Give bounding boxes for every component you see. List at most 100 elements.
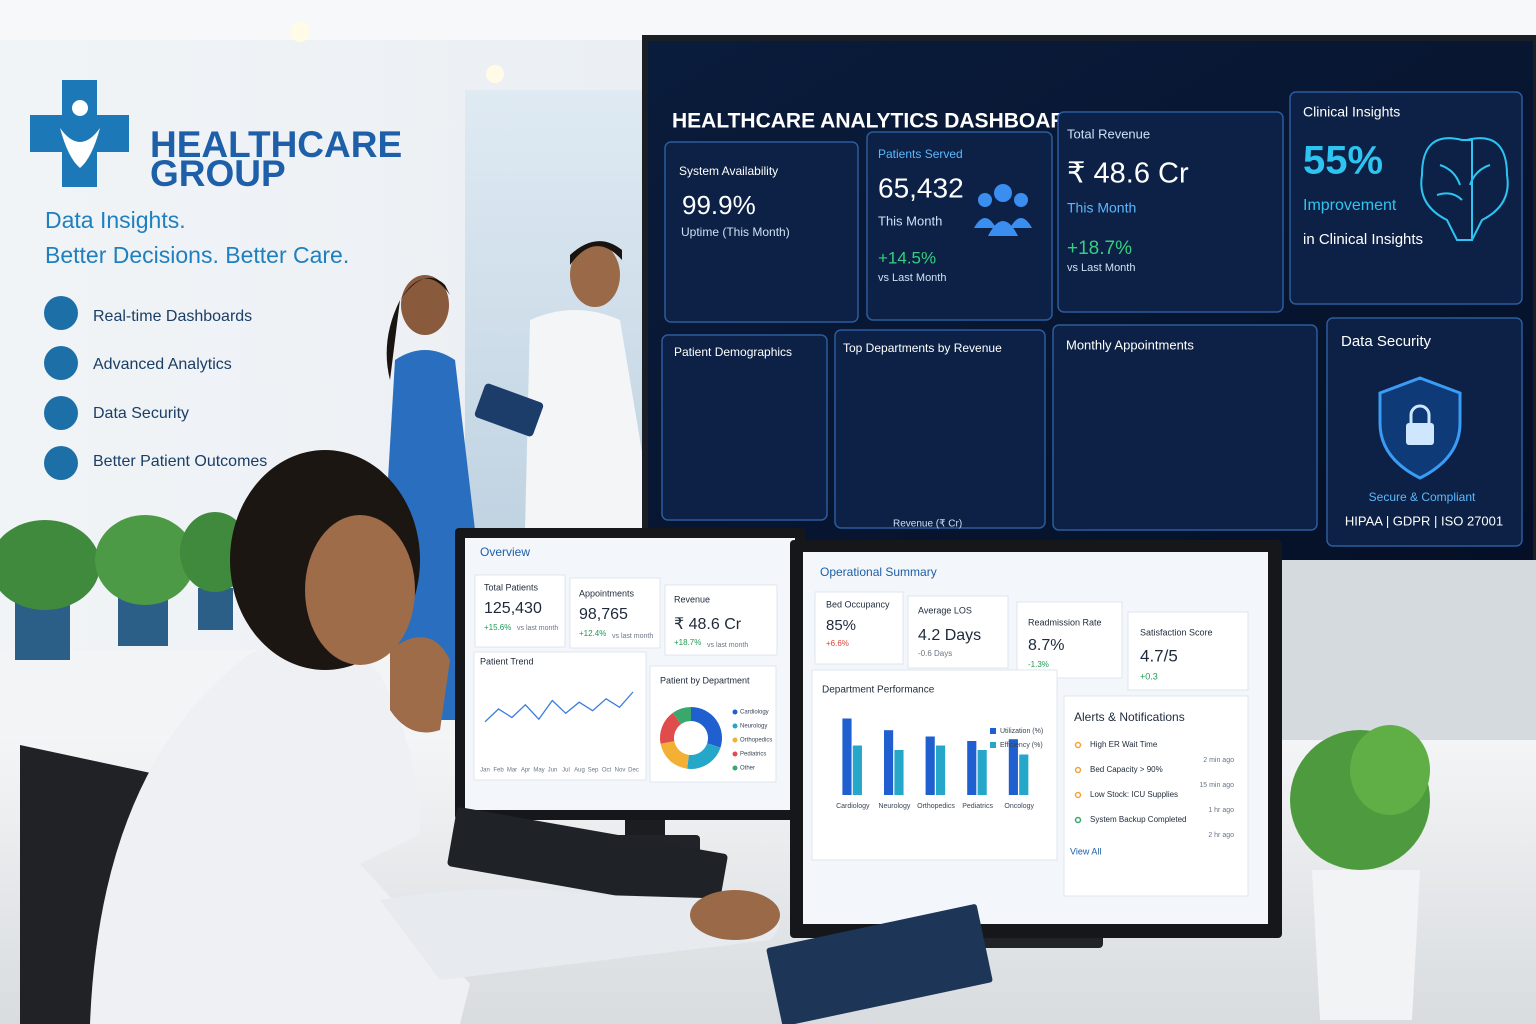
panel-title: Department Performance xyxy=(822,685,935,696)
kpi-value: 125,430 xyxy=(484,600,542,617)
kpi-caption: This Month xyxy=(878,213,942,228)
overview-dashboard: Overview Total Patients 125,430 +15.6% v… xyxy=(473,545,778,783)
kpi-caption: This Month xyxy=(1067,200,1136,216)
operational-dashboard: Operational Summary Bed Occupancy 85% +6… xyxy=(811,565,1249,897)
tagline: Data Insights. xyxy=(45,207,186,233)
brand-name: HEALTHCARE xyxy=(150,124,402,165)
trend-line xyxy=(484,691,634,723)
bar xyxy=(967,741,977,795)
kpi-change: -1.3% xyxy=(1028,660,1049,669)
kpi-change: -0.6 Days xyxy=(918,649,952,658)
kpi-value: 85% xyxy=(826,617,856,634)
bar xyxy=(1008,739,1018,795)
logo xyxy=(30,80,129,187)
x-tick-label: Oncology xyxy=(1004,803,1034,810)
legend-label: Other xyxy=(740,766,755,772)
cabinet xyxy=(1280,560,1536,740)
panel-title: Data Security xyxy=(1341,333,1432,350)
seated-analyst xyxy=(20,450,780,1024)
panel xyxy=(1052,324,1318,531)
kpi-label: Bed Occupancy xyxy=(826,599,890,609)
feature: Real-time Dashboards xyxy=(93,308,252,325)
kpi-value: 98,765 xyxy=(579,606,628,623)
x-tick-label: Dec xyxy=(628,768,639,774)
view-all-link[interactable]: View All xyxy=(1070,846,1101,856)
people-icon xyxy=(974,184,1032,236)
kpi-label: System Availability xyxy=(679,164,778,178)
alert-dot xyxy=(1074,816,1082,824)
panel-title: Patient Demographics xyxy=(674,345,792,359)
kpi-label: Total Patients xyxy=(484,582,539,592)
x-tick-label: Jul xyxy=(562,768,570,774)
legend-dot xyxy=(732,723,738,729)
kpi-value: 4.2 Days xyxy=(918,627,981,644)
kpi-comparison: vs last month xyxy=(707,642,748,649)
shield-icon xyxy=(1378,376,1462,480)
bar xyxy=(1019,754,1029,795)
kpi-value: 99.9% xyxy=(682,190,756,220)
kpi-label: Readmission Rate xyxy=(1028,617,1102,627)
x-tick-label: Neurology xyxy=(878,803,910,810)
chart-card xyxy=(473,651,647,781)
donut-segment xyxy=(672,707,691,725)
kpi-label: Clinical Insights xyxy=(1303,104,1400,120)
brain-icon xyxy=(1420,137,1509,241)
bar xyxy=(936,745,946,795)
alert-text[interactable]: Low Stock: ICU Supplies xyxy=(1090,790,1178,799)
donut-segment xyxy=(660,712,682,744)
kpi-change: +6.6% xyxy=(826,639,849,648)
legend-label: Efficiency (%) xyxy=(1000,742,1043,749)
dashboard-title: HEALTHCARE ANALYTICS DASHBOARD xyxy=(672,110,1081,133)
kpi-change: +18.7% xyxy=(1067,238,1132,259)
panel xyxy=(866,131,1053,321)
x-tick-label: Oct xyxy=(602,768,612,774)
alert-text[interactable]: System Backup Completed xyxy=(1090,815,1187,824)
alert-dot xyxy=(1074,791,1082,799)
alert-text[interactable]: Bed Capacity > 90% xyxy=(1090,765,1163,774)
donut-segment xyxy=(660,741,689,769)
wall-dashboard: HEALTHCARE ANALYTICS DASHBOARD System Av… xyxy=(661,91,1523,547)
x-tick-label: Feb xyxy=(493,768,504,774)
bar xyxy=(842,718,852,795)
alerts-card xyxy=(1063,695,1249,897)
kpi-card xyxy=(814,591,904,665)
legend-swatch xyxy=(990,742,996,748)
security-standards: HIPAA | GDPR | ISO 27001 xyxy=(1345,513,1503,528)
kpi-change: +0.3 xyxy=(1140,671,1158,681)
alert-time: 2 hr ago xyxy=(1208,832,1234,839)
panel-title: Top Departments by Revenue xyxy=(843,341,1002,355)
kpi-card xyxy=(664,584,778,656)
alert-time: 15 min ago xyxy=(1199,782,1234,789)
kpi-value: 4.7/5 xyxy=(1140,646,1178,665)
legend-label: Cardiology xyxy=(740,710,769,716)
donut-segment xyxy=(687,743,721,769)
brand-name: GROUP xyxy=(150,153,286,194)
bar xyxy=(852,745,862,795)
ceiling-light xyxy=(486,65,504,83)
x-tick-label: Nov xyxy=(615,768,626,774)
x-tick-label: Mar xyxy=(507,768,517,774)
legend-dot xyxy=(732,737,738,743)
legend-label: Neurology xyxy=(740,724,767,730)
screen-title: Overview xyxy=(480,545,530,559)
kpi-comparison: vs last month xyxy=(517,625,558,632)
x-tick-label: Orthopedics xyxy=(917,803,955,810)
alert-text[interactable]: High ER Wait Time xyxy=(1090,740,1158,749)
kpi-label: Total Revenue xyxy=(1067,126,1150,141)
plant-right xyxy=(1290,725,1430,1020)
alert-time: 1 hr ago xyxy=(1208,807,1234,814)
alert-time: 2 min ago xyxy=(1203,757,1234,764)
tagline: Better Decisions. Better Care. xyxy=(45,242,349,268)
panel-title: Patient Trend xyxy=(480,656,534,666)
keyboard xyxy=(447,807,728,913)
kpi-comparison: vs Last Month xyxy=(1067,262,1135,274)
kpi-value: 65,432 xyxy=(878,172,964,203)
feature: Advanced Analytics xyxy=(93,356,232,373)
kpi-label: Appointments xyxy=(579,588,635,598)
panel xyxy=(661,334,828,521)
ceiling xyxy=(0,0,1536,40)
alert-dot xyxy=(1074,741,1082,749)
legend-label: Orthopedics xyxy=(740,738,772,744)
